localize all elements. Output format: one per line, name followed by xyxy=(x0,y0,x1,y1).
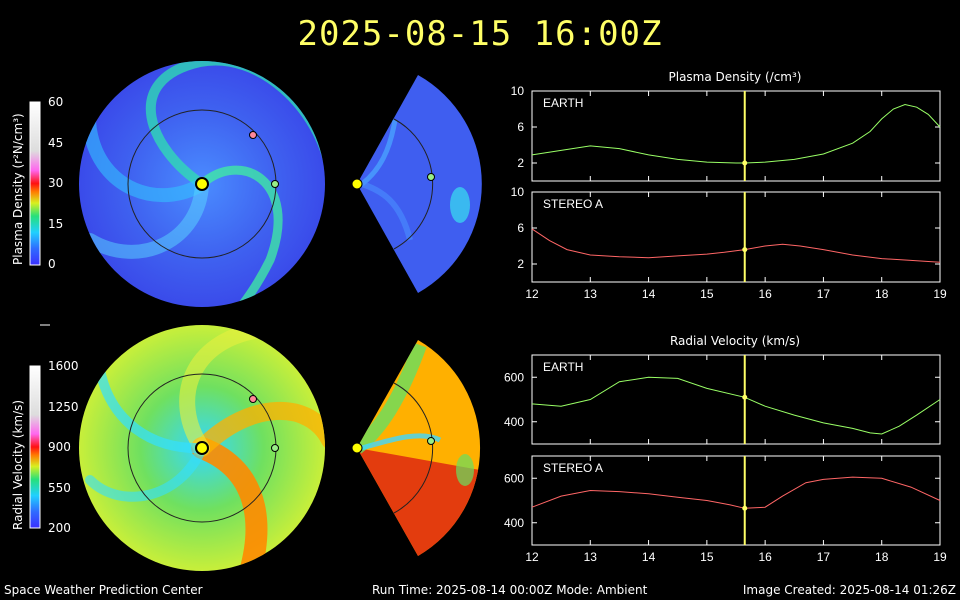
x-tick-label: 15 xyxy=(700,550,714,564)
now-marker xyxy=(742,160,748,166)
panel-frame xyxy=(531,90,941,182)
stereo-a-marker xyxy=(249,131,257,139)
series-line xyxy=(531,376,941,435)
velocity-wedge-feature xyxy=(456,454,474,486)
sun-marker xyxy=(195,177,209,191)
x-tick-label: 16 xyxy=(758,287,772,301)
density-colorbar-tick: 30 xyxy=(48,176,64,190)
panel-frame xyxy=(531,191,941,283)
density-wedge-feature xyxy=(450,187,470,223)
velocity-wedge-feature xyxy=(357,342,427,454)
earth-marker xyxy=(427,437,435,445)
velocity-colorbar-tick: 900 xyxy=(48,440,71,454)
y-tick-label: 10 xyxy=(511,185,525,199)
time-series-panels: EARTH 10 6 2 STEREO A 10 6 2 12 13 14 15 16 17 18 19 EAR… xyxy=(504,84,947,564)
series-line xyxy=(531,476,941,509)
density-chart-title: Plasma Density (/cm³) xyxy=(668,70,802,84)
velocity-colorbar xyxy=(29,365,41,529)
density-colorbar-label: Plasma Density (r²N/cm³) xyxy=(11,113,25,265)
panel-label: STEREO A xyxy=(543,461,603,475)
density-colorbar-tick: 60 xyxy=(48,95,64,109)
density-colorbar-ramp xyxy=(29,101,41,266)
x-tick-label: 13 xyxy=(584,550,598,564)
density-wedge-background xyxy=(357,75,482,293)
sun-marker xyxy=(351,178,363,190)
density-colorbar-tick: 0 xyxy=(48,257,56,271)
x-tick-label: 15 xyxy=(700,287,714,301)
y-tick-label: 6 xyxy=(517,221,524,235)
panel-frame xyxy=(531,354,941,445)
y-tick-label: 6 xyxy=(517,120,524,134)
y-tick-label: 400 xyxy=(504,516,524,530)
x-tick-label: 14 xyxy=(642,287,656,301)
y-tick-label: 10 xyxy=(511,84,525,98)
density-meridional-map xyxy=(351,75,482,293)
velocity-colorbar-ramp xyxy=(29,365,41,529)
series-line xyxy=(531,228,941,263)
sun-marker xyxy=(195,441,209,455)
velocity-colorbar-tick: 550 xyxy=(48,480,71,495)
x-tick-label: 19 xyxy=(933,550,947,564)
velocity-ecliptic-map xyxy=(79,325,325,571)
x-tick-label: 17 xyxy=(817,550,831,564)
y-tick-label: 600 xyxy=(504,370,524,384)
x-tick-label: 18 xyxy=(875,287,889,301)
velocity-wedge-arc xyxy=(393,382,434,514)
y-tick-label: 400 xyxy=(504,415,524,429)
velocity-colorbar-tick: 1600 xyxy=(48,359,79,373)
density-colorbar xyxy=(29,101,41,266)
x-tick-label: 18 xyxy=(875,550,889,564)
earth-marker xyxy=(271,444,279,452)
now-marker xyxy=(742,505,748,511)
now-marker xyxy=(742,247,748,253)
velocity-colorbar-tick: 200 xyxy=(48,521,71,535)
footer-run-time: Run Time: 2025-08-14 00:00Z Mode: Ambien… xyxy=(372,583,648,597)
footer-agency: Space Weather Prediction Center xyxy=(4,583,203,597)
x-tick-label: 17 xyxy=(817,287,831,301)
panel-label: STEREO A xyxy=(543,197,603,211)
y-tick-label: 600 xyxy=(504,471,524,485)
panel-label: EARTH xyxy=(543,96,583,110)
density-colorbar-tick: 15 xyxy=(48,216,64,231)
y-tick-label: 2 xyxy=(517,156,524,170)
velocity-meridional-map xyxy=(351,340,481,556)
panel-label: EARTH xyxy=(543,360,583,374)
x-tick-label: 14 xyxy=(642,550,656,564)
x-tick-label: 19 xyxy=(933,287,947,301)
series-line xyxy=(531,103,941,164)
velocity-colorbar-label: Radial Velocity (km/s) xyxy=(11,399,25,530)
x-tick-label: 13 xyxy=(584,287,598,301)
density-ecliptic-map xyxy=(79,61,325,307)
page-title: 2025-08-15 16:00Z xyxy=(297,14,663,54)
density-wedge-feature xyxy=(361,181,413,241)
earth-marker xyxy=(427,173,435,181)
velocity-spiral-arm xyxy=(193,402,325,457)
now-marker xyxy=(742,394,748,400)
density-wedge-arc xyxy=(393,118,434,250)
sun-marker xyxy=(351,442,363,454)
earth-marker xyxy=(271,180,279,188)
x-tick-label: 12 xyxy=(525,550,539,564)
x-tick-label: 12 xyxy=(525,287,539,301)
density-colorbar-tick: 45 xyxy=(48,135,64,150)
density-spiral-arm xyxy=(197,165,283,307)
stereo-a-marker xyxy=(249,395,257,403)
velocity-colorbar-tick: 1250 xyxy=(48,399,79,414)
velocity-chart-title: Radial Velocity (km/s) xyxy=(669,334,801,348)
density-wedge-feature xyxy=(360,119,398,186)
density-spiral-arm xyxy=(83,177,209,259)
velocity-spiral-arm xyxy=(191,437,268,571)
footer-image-created: Image Created: 2025-08-14 01:26Z xyxy=(742,583,956,597)
y-tick-label: 2 xyxy=(517,257,524,271)
velocity-spiral-arm xyxy=(85,443,207,502)
velocity-wedge-feature xyxy=(361,433,442,451)
velocity-spiral-arm xyxy=(95,365,207,454)
x-tick-label: 16 xyxy=(758,550,772,564)
